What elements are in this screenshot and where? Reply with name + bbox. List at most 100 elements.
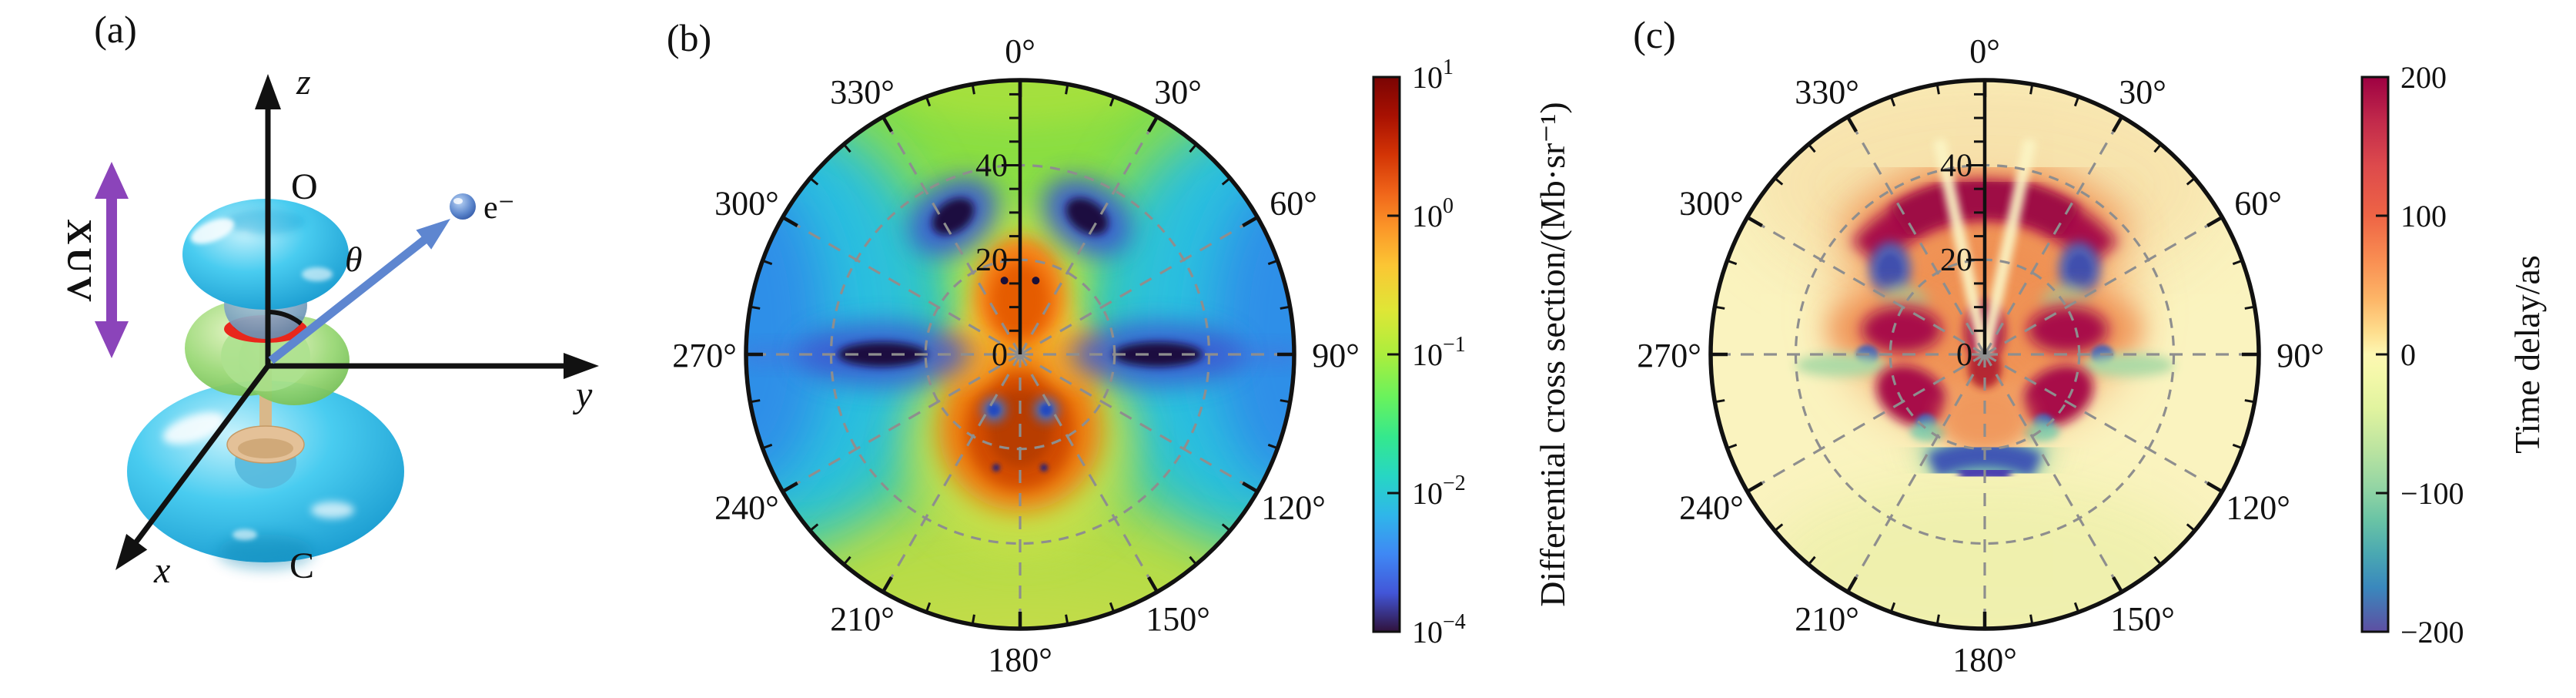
rim-tick xyxy=(1221,523,1231,532)
rim-tick xyxy=(1726,259,1738,266)
angle-tick-label: 240° xyxy=(714,489,779,527)
rim-tick xyxy=(2186,523,2196,532)
rim-tick xyxy=(925,602,932,613)
angle-tick-label: 0° xyxy=(1969,32,2000,70)
angle-tick-label: 330° xyxy=(830,73,895,111)
rim-tick xyxy=(1065,84,1069,95)
rim-tick xyxy=(1746,216,1763,227)
angle-tick-label: 120° xyxy=(1261,489,1326,527)
rim-tick xyxy=(1746,482,1763,493)
rim-tick xyxy=(1147,576,1159,593)
rim-tick xyxy=(2029,84,2034,95)
rim-tick xyxy=(1715,305,1725,310)
xuv-arrow xyxy=(95,162,129,358)
colorbar-tick-label: 100 xyxy=(1412,194,1454,233)
rim-tick xyxy=(1726,443,1738,450)
colorbar-tick-label: −100 xyxy=(2400,476,2464,511)
angle-tick-label: 240° xyxy=(1679,489,1744,527)
panel-b: (b) xyxy=(667,16,1572,679)
rim-tick xyxy=(1280,305,1290,310)
colorbar-tick-label: −200 xyxy=(2400,615,2464,649)
rim-tick xyxy=(2112,576,2123,593)
panel-c-label: (c) xyxy=(1633,13,1676,56)
rim-tick xyxy=(1935,84,1940,95)
angle-tick-label: 30° xyxy=(1154,73,1202,111)
rim-tick xyxy=(1808,555,1816,565)
rim-tick xyxy=(971,84,975,95)
angle-tick-label: 60° xyxy=(1270,185,1317,223)
colorbar-tick-label: 200 xyxy=(2400,60,2447,95)
colorbar-c-title: Time delay/as xyxy=(2507,255,2547,454)
rim-tick xyxy=(1889,602,1896,613)
rim-tick xyxy=(2073,602,2080,613)
panel-c: (c) xyxy=(1633,13,2547,679)
rim-tick xyxy=(2112,116,2123,133)
electron-sphere xyxy=(450,193,476,220)
rim-tick xyxy=(882,576,893,593)
rim-tick xyxy=(2232,259,2243,266)
angle-tick-label: 150° xyxy=(2110,600,2175,638)
angle-tick-label: 150° xyxy=(1146,600,1210,638)
rim-tick xyxy=(2244,399,2255,404)
rim-tick xyxy=(1774,523,1784,532)
rim-tick xyxy=(1189,555,1197,565)
rim-tick xyxy=(1189,143,1197,153)
colorbar-tick-label: 100 xyxy=(2400,199,2447,233)
colorbar-tick-label: 0 xyxy=(2400,337,2416,372)
rim-tick xyxy=(2244,305,2255,310)
rim-tick xyxy=(1065,614,1069,625)
angle-tick-label: 270° xyxy=(1637,337,1701,374)
rim-tick xyxy=(761,259,773,266)
rim-tick xyxy=(1109,96,1116,107)
electron-arrow xyxy=(268,230,436,364)
radial-tick-label: 0 xyxy=(1956,337,1972,373)
angle-tick-label: 300° xyxy=(1679,185,1744,223)
rim-tick xyxy=(750,305,761,310)
rim-tick xyxy=(1935,614,1940,625)
radial-tick-label: 20 xyxy=(975,243,1008,278)
panel-a: (a) XUV xyxy=(60,8,599,591)
colorbar-tick-label: 10−1 xyxy=(1412,333,1466,372)
colorbar-b: 101 100 10−1 10−2 10−4 xyxy=(1372,55,1466,649)
angle-tick-label: 60° xyxy=(2234,185,2282,223)
rim-tick xyxy=(1109,602,1116,613)
rim-tick xyxy=(2029,614,2034,625)
theta-label: θ xyxy=(345,240,363,279)
axes-3d xyxy=(130,102,571,549)
rim-tick xyxy=(843,555,851,565)
rim-tick xyxy=(925,96,932,107)
electron-arrowhead xyxy=(416,219,450,250)
rim-tick xyxy=(1242,482,1259,493)
angle-tick-label: 330° xyxy=(1795,73,1859,111)
rim-tick xyxy=(1889,96,1896,107)
angle-tick-label: 90° xyxy=(1312,337,1360,374)
colorbar-tick-label: 101 xyxy=(1412,55,1454,95)
angle-tick-label: 180° xyxy=(1952,641,2017,679)
x-axis-label: x xyxy=(153,550,170,591)
y-axis-arrowhead xyxy=(564,353,599,379)
xuv-label: XUV xyxy=(60,219,99,305)
rim-tick xyxy=(2232,443,2243,450)
rim-tick xyxy=(781,482,798,493)
rim-tick xyxy=(781,216,798,227)
rim-tick xyxy=(1808,143,1816,153)
angle-tick-label: 270° xyxy=(672,337,737,374)
radial-tick-label: 40 xyxy=(1940,148,1972,183)
angle-tick-label: 0° xyxy=(1005,32,1035,70)
rim-tick xyxy=(971,614,975,625)
rim-tick xyxy=(2153,143,2162,153)
rim-tick xyxy=(750,399,761,404)
rim-tick xyxy=(843,143,851,153)
z-axis-label: z xyxy=(296,62,311,102)
electron-label: e⁻ xyxy=(483,190,515,226)
x-axis xyxy=(130,364,270,549)
colorbar-tick-label: 10−2 xyxy=(1412,471,1466,511)
x-axis-arrowhead xyxy=(115,534,148,570)
atom-c-label: C xyxy=(289,545,314,586)
angle-tick-label: 90° xyxy=(2277,337,2324,374)
angle-tick-label: 30° xyxy=(2119,73,2166,111)
rim-tick xyxy=(2206,482,2223,493)
rim-tick xyxy=(1846,116,1858,133)
